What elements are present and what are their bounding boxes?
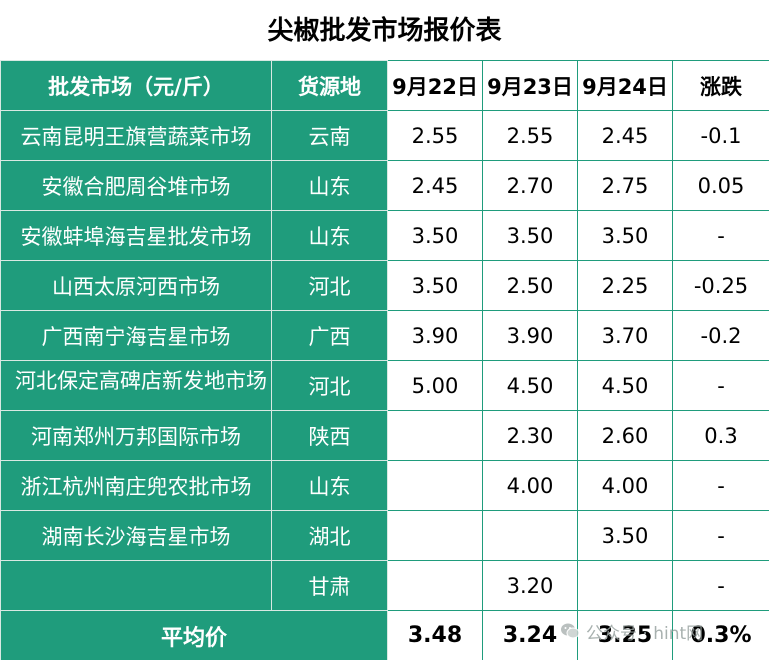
table-row: 广西南宁海吉星市场 广西 3.90 3.90 3.70 -0.2 (0, 310, 769, 361)
price-cell: 3.50 (577, 210, 673, 261)
header-market: 批发市场（元/斤） (0, 60, 272, 111)
change-cell: 0.3 (672, 410, 769, 461)
price-cell: 4.50 (577, 360, 673, 411)
market-name: 广西南宁海吉星市场 (0, 310, 272, 361)
table-row: 云南昆明王旗营蔬菜市场 云南 2.55 2.55 2.45 -0.1 (0, 110, 769, 161)
market-name: 湖南长沙海吉星市场 (0, 510, 272, 561)
change-cell: - (672, 560, 769, 611)
origin-cell: 云南 (271, 110, 388, 161)
header-date-2: 9月23日 (482, 60, 578, 111)
market-name: 安徽合肥周谷堆市场 (0, 160, 272, 211)
price-cell: 3.50 (387, 260, 483, 311)
average-change: 0.3% (672, 610, 769, 660)
price-cell: 4.50 (482, 360, 578, 411)
price-table: 批发市场（元/斤） 货源地 9月22日 9月23日 9月24日 涨跌 云南昆明王… (0, 60, 769, 660)
change-cell: -0.2 (672, 310, 769, 361)
table-row: 山西太原河西市场 河北 3.50 2.50 2.25 -0.25 (0, 260, 769, 311)
origin-cell: 广西 (271, 310, 388, 361)
origin-cell: 甘肃 (271, 560, 388, 611)
market-name: 河南郑州万邦国际市场 (0, 410, 272, 461)
origin-cell: 山东 (271, 460, 388, 511)
price-cell (387, 460, 483, 511)
change-cell: 0.05 (672, 160, 769, 211)
table-row: 浙江杭州南庄兜农批市场 山东 4.00 4.00 - (0, 460, 769, 511)
price-cell: 2.25 (577, 260, 673, 311)
price-cell: 2.55 (387, 110, 483, 161)
change-cell: -0.1 (672, 110, 769, 161)
market-name: 浙江杭州南庄兜农批市场 (0, 460, 272, 511)
price-cell (387, 560, 483, 611)
market-name: 河北保定高碑店新发地市场 (15, 368, 267, 393)
price-cell: 2.55 (482, 110, 578, 161)
price-cell: 2.50 (482, 260, 578, 311)
table-row: 河北保定高碑店新发地市场 河北 5.00 4.50 4.50 - (0, 360, 769, 411)
page-title: 尖椒批发市场报价表 (267, 16, 502, 46)
price-cell: 2.45 (387, 160, 483, 211)
table-row: 安徽合肥周谷堆市场 山东 2.45 2.70 2.75 0.05 (0, 160, 769, 211)
origin-cell: 河北 (271, 260, 388, 311)
average-date-1: 3.48 (387, 610, 483, 660)
price-cell: 5.00 (387, 360, 483, 411)
header-change: 涨跌 (672, 60, 769, 111)
table-row: 湖南长沙海吉星市场 湖北 3.50 - (0, 510, 769, 561)
price-cell: 3.20 (482, 560, 578, 611)
header-date-1: 9月22日 (387, 60, 483, 111)
change-cell: - (672, 510, 769, 561)
change-cell: - (672, 460, 769, 511)
header-origin: 货源地 (271, 60, 388, 111)
price-table-body: 批发市场（元/斤） 货源地 9月22日 9月23日 9月24日 涨跌 云南昆明王… (0, 60, 769, 660)
price-cell (387, 410, 483, 461)
average-row: 平均价 3.48 3.24 3.25 0.3% (0, 610, 769, 660)
price-cell (387, 510, 483, 561)
price-cell: 2.30 (482, 410, 578, 461)
origin-cell: 河北 (271, 360, 388, 411)
average-date-2: 3.24 (482, 610, 578, 660)
origin-cell: 山东 (271, 160, 388, 211)
market-name-cell: 河北保定高碑店新发地市场 (0, 360, 272, 411)
header-date-3: 9月24日 (577, 60, 673, 111)
table-row: 安徽蚌埠海吉星批发市场 山东 3.50 3.50 3.50 - (0, 210, 769, 261)
price-cell: 3.50 (482, 210, 578, 261)
average-label: 平均价 (0, 610, 388, 660)
change-cell: -0.25 (672, 260, 769, 311)
price-cell: 2.45 (577, 110, 673, 161)
change-cell: - (672, 360, 769, 411)
market-name: 安徽蚌埠海吉星批发市场 (0, 210, 272, 261)
market-name: 山西太原河西市场 (0, 260, 272, 311)
price-cell: 2.75 (577, 160, 673, 211)
change-cell: - (672, 210, 769, 261)
price-cell: 3.70 (577, 310, 673, 361)
origin-cell: 湖北 (271, 510, 388, 561)
table-row: 河南郑州万邦国际市场 陕西 2.30 2.60 0.3 (0, 410, 769, 461)
table-header-row: 批发市场（元/斤） 货源地 9月22日 9月23日 9月24日 涨跌 (0, 60, 769, 111)
price-cell: 3.90 (387, 310, 483, 361)
market-name (0, 560, 272, 611)
average-date-3: 3.25 (577, 610, 673, 660)
price-cell: 3.90 (482, 310, 578, 361)
price-cell: 2.60 (577, 410, 673, 461)
price-cell: 3.50 (577, 510, 673, 561)
table-row: 甘肃 3.20 - (0, 560, 769, 611)
price-cell (577, 560, 673, 611)
price-cell: 4.00 (577, 460, 673, 511)
origin-cell: 陕西 (271, 410, 388, 461)
price-cell: 4.00 (482, 460, 578, 511)
market-name: 云南昆明王旗营蔬菜市场 (0, 110, 272, 161)
price-cell: 3.50 (387, 210, 483, 261)
price-cell (482, 510, 578, 561)
price-cell: 2.70 (482, 160, 578, 211)
origin-cell: 山东 (271, 210, 388, 261)
